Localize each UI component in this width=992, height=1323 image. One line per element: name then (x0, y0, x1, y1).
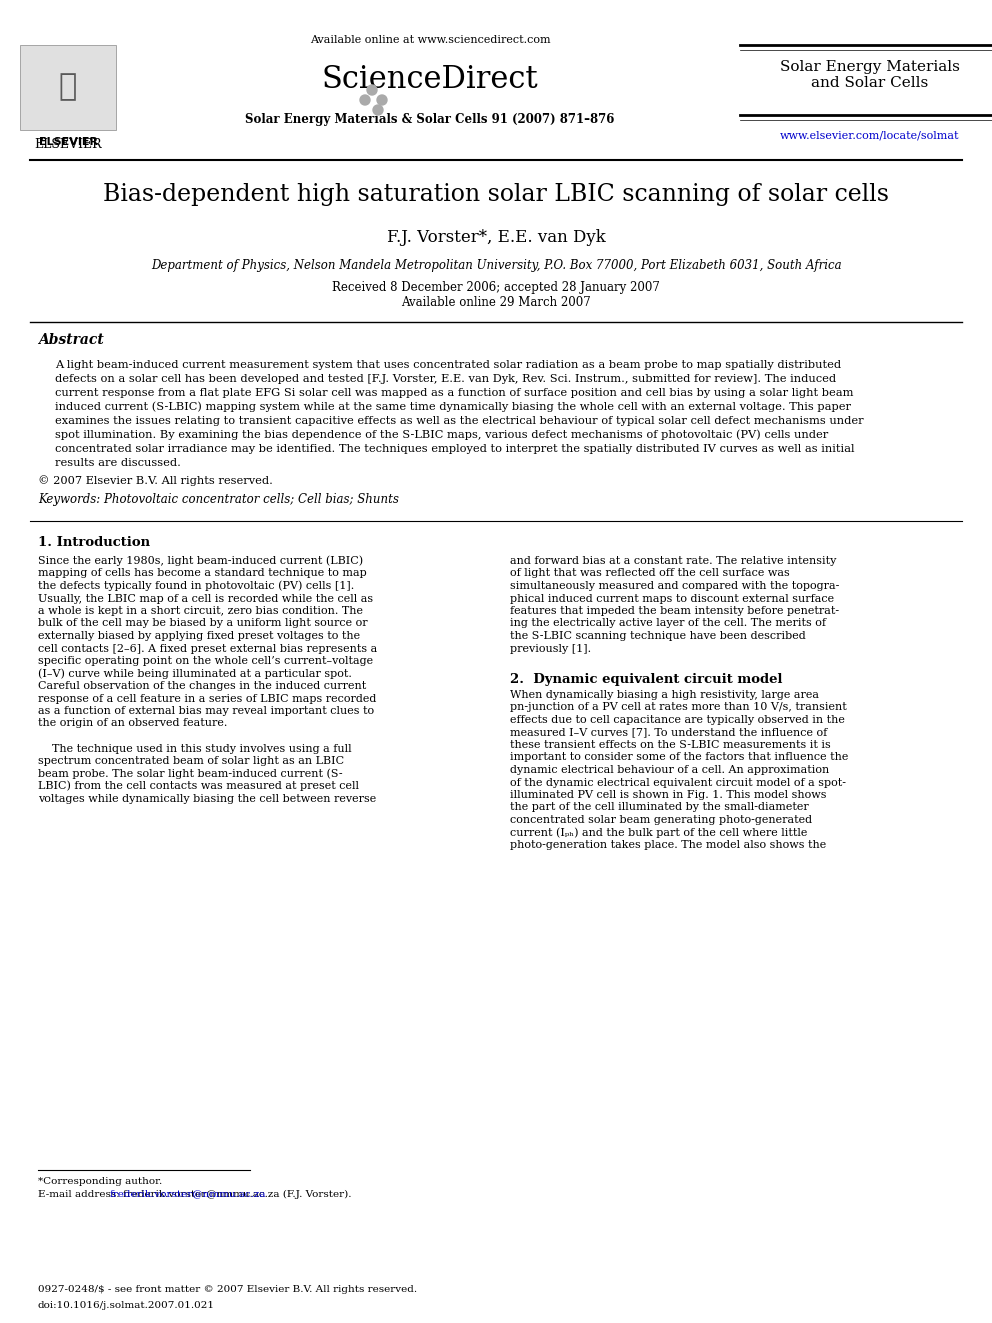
Text: ELSEVIER: ELSEVIER (34, 139, 102, 152)
Text: defects on a solar cell has been developed and tested [F.J. Vorster, E.E. van Dy: defects on a solar cell has been develop… (55, 374, 836, 384)
Text: Department of Physics, Nelson Mandela Metropolitan University, P.O. Box 77000, P: Department of Physics, Nelson Mandela Me… (151, 258, 841, 271)
Text: dynamic electrical behaviour of a cell. An approximation: dynamic electrical behaviour of a cell. … (510, 765, 829, 775)
Text: the defects typically found in photovoltaic (PV) cells [1].: the defects typically found in photovolt… (38, 581, 354, 591)
Text: mapping of cells has become a standard technique to map: mapping of cells has become a standard t… (38, 569, 367, 578)
Text: spectrum concentrated beam of solar light as an LBIC: spectrum concentrated beam of solar ligh… (38, 755, 344, 766)
Text: these transient effects on the S-LBIC measurements it is: these transient effects on the S-LBIC me… (510, 740, 830, 750)
Text: the origin of an observed feature.: the origin of an observed feature. (38, 718, 227, 729)
Text: spot illumination. By examining the bias dependence of the S-LBIC maps, various : spot illumination. By examining the bias… (55, 430, 828, 441)
Text: current response from a flat plate EFG Si solar cell was mapped as a function of: current response from a flat plate EFG S… (55, 388, 853, 398)
Text: illuminated PV cell is shown in Fig. 1. This model shows: illuminated PV cell is shown in Fig. 1. … (510, 790, 826, 800)
Text: the S-LBIC scanning technique have been described: the S-LBIC scanning technique have been … (510, 631, 806, 642)
Text: features that impeded the beam intensity before penetrat-: features that impeded the beam intensity… (510, 606, 839, 617)
Text: examines the issues relating to transient capacitive effects as well as the elec: examines the issues relating to transien… (55, 415, 864, 426)
Bar (20, 45, 116, 130)
Text: simultaneously measured and compared with the topogra-: simultaneously measured and compared wit… (510, 581, 839, 591)
Text: important to consider some of the factors that influence the: important to consider some of the factor… (510, 753, 848, 762)
Text: measured I–V curves [7]. To understand the influence of: measured I–V curves [7]. To understand t… (510, 728, 827, 737)
Text: externally biased by applying fixed preset voltages to the: externally biased by applying fixed pres… (38, 631, 360, 642)
Text: Bias-dependent high saturation solar LBIC scanning of solar cells: Bias-dependent high saturation solar LBI… (103, 184, 889, 206)
Text: The technique used in this study involves using a full: The technique used in this study involve… (38, 744, 351, 754)
Text: doi:10.1016/j.solmat.2007.01.021: doi:10.1016/j.solmat.2007.01.021 (38, 1301, 215, 1310)
Text: Received 8 December 2006; accepted 28 January 2007: Received 8 December 2006; accepted 28 Ja… (332, 282, 660, 295)
Text: phical induced current maps to discount external surface: phical induced current maps to discount … (510, 594, 834, 603)
Text: Since the early 1980s, light beam-induced current (LBIC): Since the early 1980s, light beam-induce… (38, 556, 363, 566)
Text: ELSEVIER: ELSEVIER (39, 138, 97, 147)
Text: a whole is kept in a short circuit, zero bias condition. The: a whole is kept in a short circuit, zero… (38, 606, 363, 617)
Text: pn-junction of a PV cell at rates more than 10 V/s, transient: pn-junction of a PV cell at rates more t… (510, 703, 847, 713)
Text: LBIC) from the cell contacts was measured at preset cell: LBIC) from the cell contacts was measure… (38, 781, 359, 791)
Text: ScienceDirect: ScienceDirect (321, 65, 539, 95)
Text: induced current (S-LBIC) mapping system while at the same time dynamically biasi: induced current (S-LBIC) mapping system … (55, 402, 851, 413)
Text: Abstract: Abstract (38, 333, 104, 347)
Text: www.elsevier.com/locate/solmat: www.elsevier.com/locate/solmat (781, 131, 959, 142)
Text: A light beam-induced current measurement system that uses concentrated solar rad: A light beam-induced current measurement… (55, 360, 841, 370)
Circle shape (373, 105, 383, 115)
Text: Available online 29 March 2007: Available online 29 March 2007 (401, 295, 591, 308)
Text: photo-generation takes place. The model also shows the: photo-generation takes place. The model … (510, 840, 826, 849)
Text: Available online at www.sciencedirect.com: Available online at www.sciencedirect.co… (310, 34, 551, 45)
Text: and forward bias at a constant rate. The relative intensity: and forward bias at a constant rate. The… (510, 556, 836, 566)
Text: beam probe. The solar light beam-induced current (S-: beam probe. The solar light beam-induced… (38, 769, 342, 779)
Text: Solar Energy Materials
and Solar Cells: Solar Energy Materials and Solar Cells (780, 60, 960, 90)
Text: of light that was reflected off the cell surface was: of light that was reflected off the cell… (510, 569, 790, 578)
Text: of the dynamic electrical equivalent circuit model of a spot-: of the dynamic electrical equivalent cir… (510, 778, 846, 787)
Text: as a function of external bias may reveal important clues to: as a function of external bias may revea… (38, 706, 374, 716)
Text: the part of the cell illuminated by the small-diameter: the part of the cell illuminated by the … (510, 803, 808, 812)
Text: E-mail address: frederik.vorster@nmmu.ac.za (F.J. Vorster).: E-mail address: frederik.vorster@nmmu.ac… (38, 1189, 351, 1199)
Text: 0927-0248/$ - see front matter © 2007 Elsevier B.V. All rights reserved.: 0927-0248/$ - see front matter © 2007 El… (38, 1286, 417, 1294)
Text: concentrated solar irradiance may be identified. The techniques employed to inte: concentrated solar irradiance may be ide… (55, 445, 854, 454)
Text: ing the electrically active layer of the cell. The merits of: ing the electrically active layer of the… (510, 618, 826, 628)
Text: Careful observation of the changes in the induced current: Careful observation of the changes in th… (38, 681, 366, 691)
Text: current (Iₚₕ) and the bulk part of the cell where little: current (Iₚₕ) and the bulk part of the c… (510, 827, 807, 837)
Text: effects due to cell capacitance are typically observed in the: effects due to cell capacitance are typi… (510, 714, 845, 725)
Text: results are discussed.: results are discussed. (55, 458, 181, 468)
Text: bulk of the cell may be biased by a uniform light source or: bulk of the cell may be biased by a unif… (38, 618, 368, 628)
Text: previously [1].: previously [1]. (510, 643, 591, 654)
Text: cell contacts [2–6]. A fixed preset external bias represents a: cell contacts [2–6]. A fixed preset exte… (38, 643, 377, 654)
Text: Solar Energy Materials & Solar Cells 91 (2007) 871–876: Solar Energy Materials & Solar Cells 91 … (245, 114, 615, 127)
Text: 2.  Dynamic equivalent circuit model: 2. Dynamic equivalent circuit model (510, 672, 783, 685)
Text: (I–V) curve while being illuminated at a particular spot.: (I–V) curve while being illuminated at a… (38, 668, 352, 679)
Text: frederik.vorster@nmmu.ac.za: frederik.vorster@nmmu.ac.za (110, 1189, 267, 1199)
Text: F.J. Vorster*, E.E. van Dyk: F.J. Vorster*, E.E. van Dyk (387, 229, 605, 246)
Text: specific operating point on the whole cell’s current–voltage: specific operating point on the whole ce… (38, 656, 373, 665)
Text: voltages while dynamically biasing the cell between reverse: voltages while dynamically biasing the c… (38, 794, 376, 803)
Text: 🌳: 🌳 (59, 73, 77, 102)
Text: Usually, the LBIC map of a cell is recorded while the cell as: Usually, the LBIC map of a cell is recor… (38, 594, 373, 603)
Text: Keywords: Photovoltaic concentrator cells; Cell bias; Shunts: Keywords: Photovoltaic concentrator cell… (38, 492, 399, 505)
Text: *Corresponding author.: *Corresponding author. (38, 1177, 163, 1187)
Circle shape (360, 95, 370, 105)
Text: 1. Introduction: 1. Introduction (38, 537, 150, 549)
Text: © 2007 Elsevier B.V. All rights reserved.: © 2007 Elsevier B.V. All rights reserved… (38, 475, 273, 487)
Text: When dynamically biasing a high resistivity, large area: When dynamically biasing a high resistiv… (510, 691, 819, 700)
Circle shape (377, 95, 387, 105)
Text: response of a cell feature in a series of LBIC maps recorded: response of a cell feature in a series o… (38, 693, 376, 704)
Circle shape (367, 85, 377, 95)
Text: concentrated solar beam generating photo-generated: concentrated solar beam generating photo… (510, 815, 812, 826)
